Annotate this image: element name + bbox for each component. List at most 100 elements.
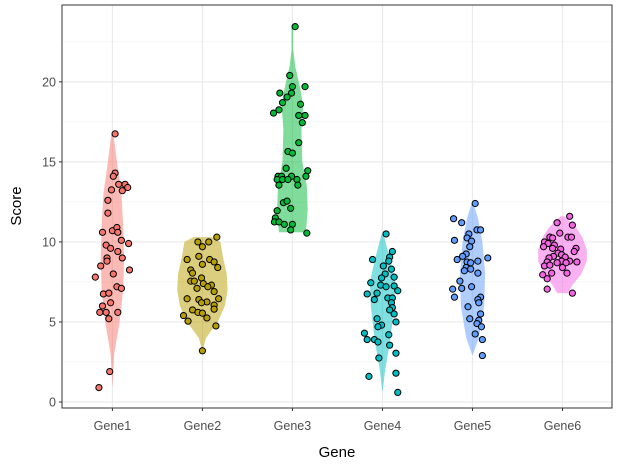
data-point [198,243,207,251]
data-point [386,341,394,349]
data-point [543,285,551,293]
data-point [390,310,398,318]
data-point [562,259,570,267]
data-point [467,265,475,273]
data-point [115,180,123,188]
data-point [96,308,104,316]
data-point [458,284,466,292]
data-point [456,277,464,285]
data-point [210,305,218,313]
data-point [392,318,400,326]
data-point [377,274,386,282]
data-point [478,335,486,344]
x-tick-label: Gene1 [94,419,132,433]
data-point [385,331,393,339]
data-point [296,100,305,108]
data-point [546,261,554,269]
data-point [458,219,466,227]
data-point [298,119,306,127]
data-point [198,309,207,317]
data-point [460,267,468,275]
data-point [476,310,485,318]
data-point [458,252,467,260]
points [91,23,581,396]
data-point [394,287,402,295]
data-point [198,347,207,355]
data-point [453,255,461,264]
x-tick-label: Gene6 [544,419,582,433]
data-point [553,219,561,227]
data-point [295,111,303,120]
data-point [117,284,126,292]
data-point [556,229,564,237]
data-point [387,265,396,273]
data-point [386,306,394,314]
data-point [477,323,486,331]
data-point [102,308,110,316]
data-point [280,220,288,228]
x-tick-label: Gene4 [364,419,402,433]
data-point [198,260,207,268]
data-point [368,255,377,264]
data-point [183,295,191,303]
data-point [392,349,400,357]
data-point [275,181,283,189]
data-point [107,186,116,194]
x-axis-title: Gene [319,444,356,461]
data-point [475,299,483,307]
data-point [374,323,382,331]
data-point [98,302,107,310]
data-point [558,263,567,272]
data-point [390,282,398,290]
data-point [104,209,112,217]
data-point [210,287,218,296]
data-point [543,275,551,283]
data-point [539,271,547,279]
data-point [379,262,387,270]
panel-border [61,4,613,409]
data-point [291,23,299,31]
data-point [478,351,486,360]
y-tick-label: 5 [49,315,56,329]
data-point [466,243,474,251]
data-point [95,383,103,392]
data-point [125,266,134,274]
y-tick-label: 15 [42,155,56,169]
data-point [284,175,292,184]
data-point [278,99,287,107]
data-point [193,284,201,292]
data-point [365,372,373,380]
data-point [466,315,474,323]
data-point [563,269,571,277]
data-point [286,71,294,80]
data-point [374,338,382,346]
data-point [373,315,381,323]
data-point [449,285,457,293]
data-point [373,289,381,297]
y-tick-label: 10 [42,235,56,249]
data-point [213,233,221,241]
data-point [97,262,105,270]
data-point [471,330,479,338]
data-point [471,199,479,208]
data-point [114,247,122,256]
data-point [464,303,472,311]
data-point [567,233,576,241]
data-point [363,290,371,298]
data-point [105,315,113,323]
data-point [276,89,284,97]
data-point [375,354,383,362]
data-point [548,234,557,242]
data-point [190,277,198,285]
data-point [360,329,369,337]
data-point [301,111,309,120]
data-point [303,229,311,237]
data-point [269,109,278,117]
grid [62,5,612,408]
data-point [450,236,459,244]
data-point [195,252,203,260]
y-axis: 0 5 10 15 20 [42,75,62,409]
data-point [573,258,581,266]
data-point [105,289,113,297]
